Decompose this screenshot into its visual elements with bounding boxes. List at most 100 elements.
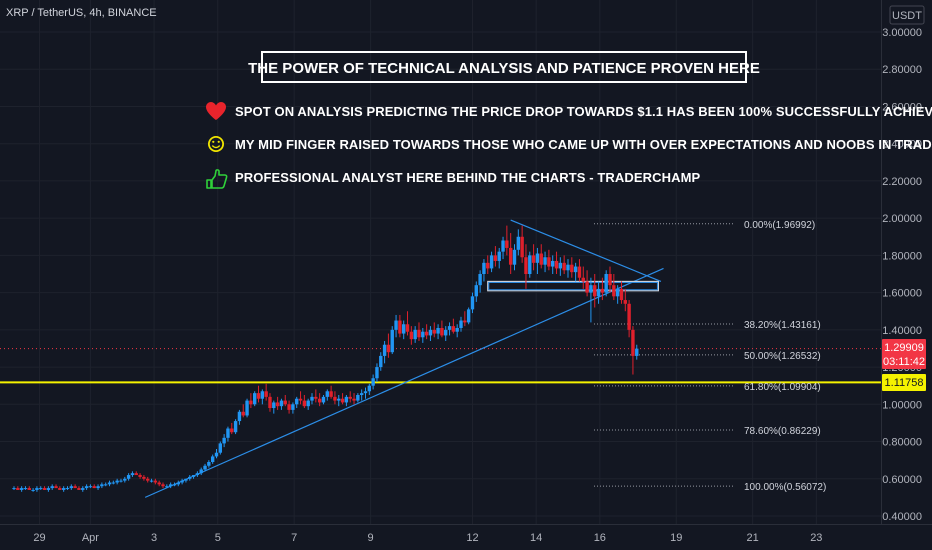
candle-body (161, 484, 165, 487)
annotation-line-3: PROFESSIONAL ANALYST HERE BEHIND THE CHA… (206, 169, 700, 189)
time-tick-label: 14 (530, 532, 542, 544)
candle-body (539, 253, 543, 265)
time-tick-label: 3 (151, 532, 157, 544)
candle-body (119, 480, 123, 482)
price-tick-label: 0.80000 (882, 437, 922, 449)
annotation-text-2: MY MID FINGER RAISED TOWARDS THOSE WHO C… (235, 137, 932, 152)
candle-body (623, 300, 627, 304)
candle-body (359, 393, 364, 395)
candle-body (581, 277, 585, 282)
candle-body (291, 404, 295, 410)
candle-body (77, 488, 81, 490)
candle-body (134, 473, 138, 476)
candle-body (12, 488, 16, 490)
price-tick-label: 1.40000 (882, 325, 922, 337)
range-box (487, 280, 660, 292)
annotation-title: THE POWER OF TECHNICAL ANALYSIS AND PATI… (248, 60, 760, 77)
candle-body (314, 396, 318, 399)
candle-body (432, 329, 436, 334)
candle-body (459, 320, 463, 328)
candle-body (111, 482, 116, 484)
candle-body (505, 240, 509, 248)
candle-body (252, 393, 257, 405)
candle-body (306, 400, 310, 407)
candle-body (195, 473, 200, 476)
candle-body (482, 262, 486, 274)
price-tick-label: 0.60000 (882, 474, 922, 486)
price-tick-label: 1.00000 (882, 399, 922, 411)
candle-body (547, 257, 551, 267)
candle-body (570, 264, 574, 273)
candle-body (593, 285, 597, 297)
candle-body (138, 475, 142, 477)
candle-body (486, 262, 490, 269)
candle-body (627, 303, 631, 330)
candle-body (409, 331, 414, 340)
candle-body (436, 327, 440, 334)
candle-body (88, 486, 93, 488)
countdown-label: 03:11:42 (883, 356, 925, 368)
time-axis[interactable]: 29 Apr 3 5 7 9 12 14 16 19 21 23 (0, 524, 932, 550)
time-tick-label: 19 (670, 532, 682, 544)
grid-lines (0, 0, 881, 524)
candle-body (398, 320, 402, 334)
candle-body (287, 404, 291, 410)
candle-body (535, 253, 540, 263)
candle-body (54, 486, 58, 489)
candle-body (382, 344, 387, 356)
heart-icon (206, 102, 226, 120)
candle-body (260, 391, 265, 399)
price-tick-label: 2.00000 (882, 213, 922, 225)
candle-body (604, 274, 608, 293)
candle-body (16, 488, 20, 490)
candle-body (176, 482, 180, 485)
candle-body (310, 396, 314, 401)
time-tick-label: 9 (368, 532, 374, 544)
time-tick-label: 21 (747, 532, 759, 544)
candle-body (386, 344, 391, 353)
price-axis[interactable]: 3.00000 2.80000 2.60000 2.40000 2.20000 2.000… (881, 0, 932, 524)
candle-body (61, 488, 66, 490)
candle-body (489, 255, 494, 269)
candle-body (524, 257, 528, 274)
candle-body (81, 488, 85, 490)
current-price-badge: 1.29909 03:11:42 (882, 339, 926, 369)
candle-body (92, 486, 96, 489)
candle-body (214, 452, 219, 457)
candle-body (165, 486, 169, 488)
candle-body (344, 396, 349, 403)
rising-trendline (144, 267, 664, 498)
symbol-label: XRP / TetherUS, 4h, BINANCE (6, 7, 157, 19)
price-tick-label: 1.60000 (882, 288, 922, 300)
candle-body (256, 393, 261, 399)
candle-body (340, 398, 345, 403)
candle-body (69, 486, 74, 489)
candle-body (272, 402, 276, 409)
fib-level-label: 38.20%(1.43161) (744, 320, 821, 331)
price-axis-bg (882, 0, 932, 524)
candle-body (585, 281, 589, 293)
price-tick-label: 0.40000 (882, 511, 922, 523)
candle-body (188, 476, 192, 479)
candle-body (444, 329, 448, 336)
time-tick-label: 16 (594, 532, 606, 544)
candle-body (226, 428, 230, 438)
time-tick-label: 7 (291, 532, 297, 544)
candle-body (615, 288, 620, 297)
candle-body (126, 475, 131, 479)
candle-body (402, 324, 406, 334)
currency-label: USDT (892, 10, 922, 22)
candle-body (363, 391, 368, 394)
candle-body (375, 367, 379, 379)
title-box (261, 51, 747, 83)
candle-body (512, 249, 517, 265)
candle-body (207, 462, 211, 466)
candle-body (96, 486, 100, 489)
candle-body (50, 486, 54, 489)
candle-body (405, 324, 410, 332)
candle-body (394, 320, 398, 330)
currency-badge[interactable] (889, 5, 925, 25)
candle-body (149, 480, 154, 482)
